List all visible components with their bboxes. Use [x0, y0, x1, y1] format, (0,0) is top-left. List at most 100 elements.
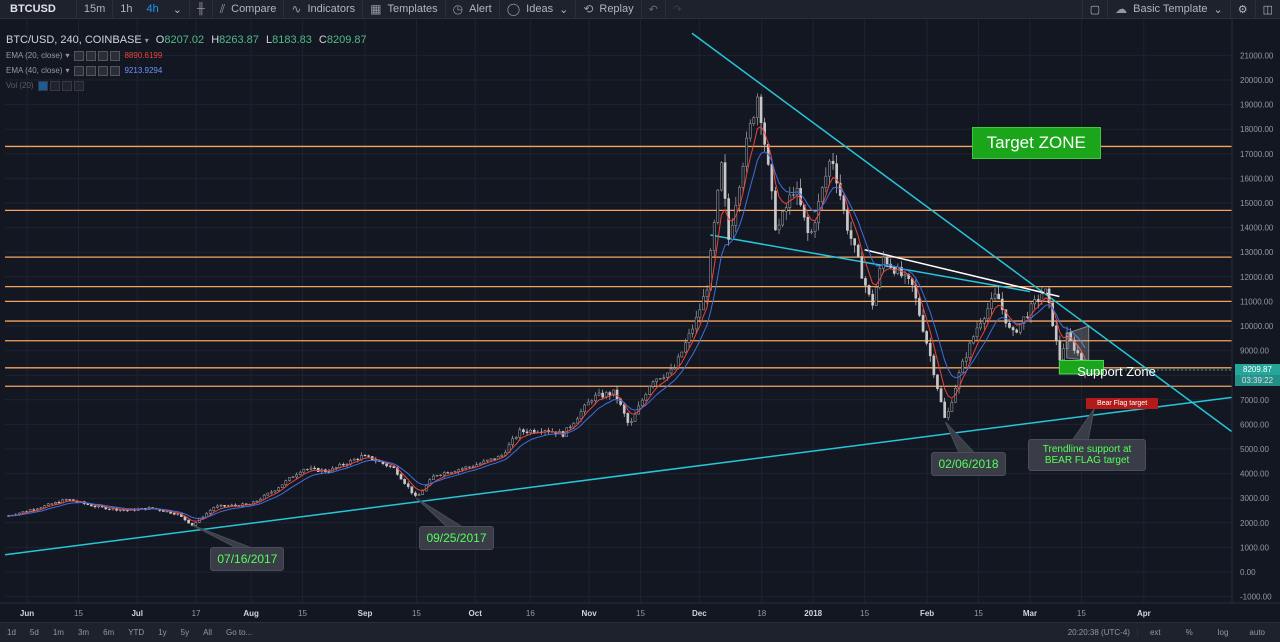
candle-body	[450, 471, 453, 474]
range-5d[interactable]: 5d	[29, 628, 39, 637]
toggle-log[interactable]: log	[1217, 628, 1229, 637]
candle-body	[756, 96, 759, 118]
templates-button[interactable]: ▦ Templates	[363, 0, 446, 18]
candle-body	[928, 342, 932, 357]
candle-body	[295, 474, 298, 478]
candle-body	[572, 422, 576, 428]
more-toggle[interactable]	[73, 81, 84, 91]
candle-body	[626, 413, 630, 423]
toggle-percent[interactable]: %	[1185, 628, 1193, 637]
candle-body	[1015, 329, 1018, 333]
candle-body	[518, 429, 522, 438]
goto-date-button[interactable]: Go to...	[225, 628, 253, 637]
settings-toggle[interactable]	[86, 51, 97, 61]
candle-body	[25, 511, 28, 513]
toggle-ext[interactable]: ext	[1136, 628, 1168, 637]
candle-body	[414, 492, 417, 496]
layout-template-button[interactable]: ☁ Basic Template ⌄	[1108, 0, 1231, 18]
candle-body	[597, 392, 601, 396]
clock[interactable]: 20:20:38 (UTC-4)	[1067, 628, 1130, 637]
candle-body	[172, 513, 176, 515]
fullscreen-button[interactable]: ▢	[1081, 0, 1109, 18]
candle-body	[1054, 325, 1058, 341]
interval-dropdown[interactable]: ⌄	[166, 0, 190, 18]
symbol-search[interactable]: BTCUSD	[0, 0, 77, 18]
candle-body	[950, 402, 954, 412]
visibility-toggle[interactable]	[74, 51, 85, 61]
candle-body	[630, 421, 633, 423]
settings-toggle[interactable]	[49, 81, 60, 91]
candle-body	[270, 491, 273, 494]
remove-toggle[interactable]	[98, 51, 109, 61]
candle-body	[702, 296, 705, 311]
replay-button[interactable]: ⟲ Replay	[576, 0, 642, 18]
price-axis[interactable]: -1000.00 0.00 1000.00 2000.00 3000.00 4000.00…	[1231, 19, 1280, 603]
redo-button[interactable]: ↷	[666, 0, 689, 18]
candle-body	[813, 222, 817, 232]
remove-toggle[interactable]	[61, 81, 72, 91]
candle-body	[259, 498, 262, 502]
range-5y[interactable]: 5y	[180, 628, 190, 637]
candle-body	[806, 217, 810, 233]
low-value: 8183.83	[272, 34, 312, 46]
trendline-support-callout: Trendline support at BEAR FLAG target	[1028, 438, 1147, 471]
ema20-legend[interactable]: EMA (20, close) ▾ 8890.6199	[6, 49, 367, 63]
range-ytd[interactable]: YTD	[128, 628, 145, 637]
price-tick-label: 7000.00	[1240, 396, 1269, 405]
time-axis[interactable]: Jun 15 Jul 17 Aug 15 Sep 15 Oct 16 Nov 15 Dec 18 2018 1…	[0, 602, 1280, 622]
time-tick-label: 17	[192, 609, 201, 618]
price-chart[interactable]: -1000.00 0.00 1000.00 2000.00 3000.00 4000.00…	[0, 19, 1280, 622]
candle-body	[903, 274, 907, 277]
candle-body	[680, 351, 684, 358]
candle-body	[32, 509, 36, 511]
more-toggle[interactable]	[110, 51, 121, 61]
candle-body	[982, 318, 986, 324]
undo-button[interactable]: ↶	[642, 0, 666, 18]
interval-1h[interactable]: 1h	[120, 3, 133, 15]
candle-body	[586, 401, 590, 406]
candle-body	[774, 190, 777, 231]
support-zone-label: Support Zone	[1077, 364, 1156, 379]
visibility-toggle[interactable]	[37, 81, 48, 91]
toolbar-right: ▢ ☁ Basic Template ⌄ ⚙ ◫	[1081, 0, 1280, 18]
settings-button[interactable]: ⚙	[1231, 0, 1256, 18]
range-6m[interactable]: 6m	[103, 628, 115, 637]
chart-style-button[interactable]: ╫	[190, 0, 213, 18]
candle-body	[417, 494, 421, 496]
candle-body	[716, 189, 720, 223]
candle-body	[975, 327, 979, 338]
trendline	[710, 234, 1031, 293]
candle-body	[489, 458, 493, 461]
last-price-value: 8209.87	[1235, 364, 1280, 376]
alert-button[interactable]: ◷ Alert	[446, 0, 500, 18]
snapshot-button[interactable]: ◫	[1256, 0, 1280, 18]
volume-legend[interactable]: Vol (20)	[6, 79, 367, 93]
price-tick-label: 21000.00	[1240, 51, 1274, 60]
range-1y[interactable]: 1y	[158, 628, 167, 637]
range-all[interactable]: All	[203, 628, 212, 637]
price-tick-label: 17000.00	[1240, 150, 1274, 159]
ideas-button[interactable]: ◯ Ideas ⌄	[500, 0, 577, 18]
ema40-legend[interactable]: EMA (40, close) ▾ 9213.9294	[6, 64, 367, 78]
range-3m[interactable]: 3m	[77, 628, 90, 637]
remove-toggle[interactable]	[98, 66, 109, 76]
candle-body	[1029, 303, 1033, 318]
chart-area[interactable]: -1000.00 0.00 1000.00 2000.00 3000.00 4000.00…	[0, 19, 1280, 622]
camera-icon: ◫	[1262, 3, 1273, 16]
interval-15m[interactable]: 15m	[77, 0, 114, 18]
trendlines	[4, 32, 1233, 556]
candle-body	[478, 463, 482, 465]
settings-toggle[interactable]	[86, 66, 97, 76]
range-1m[interactable]: 1m	[52, 628, 64, 637]
range-1d[interactable]: 1d	[7, 628, 16, 637]
indicators-button[interactable]: ∿ Indicators	[284, 0, 364, 18]
visibility-toggle[interactable]	[74, 66, 85, 76]
candle-body	[442, 472, 446, 476]
candle-body	[648, 386, 651, 395]
toggle-auto[interactable]: auto	[1249, 628, 1265, 637]
more-toggle[interactable]	[110, 66, 121, 76]
compare-button[interactable]: ⫽ Compare	[213, 0, 285, 18]
price-tick-label: 18000.00	[1240, 125, 1274, 134]
interval-4h[interactable]: 4h	[146, 3, 159, 15]
price-tick-label: 15000.00	[1240, 199, 1274, 208]
